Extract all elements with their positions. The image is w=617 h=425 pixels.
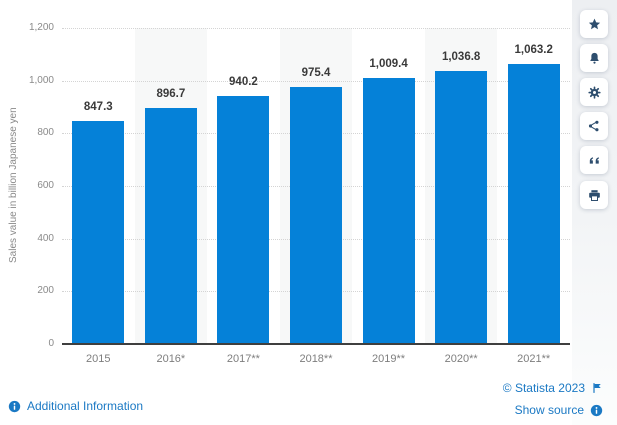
bar-value-label: 975.4 bbox=[301, 67, 331, 80]
show-source-label: Show source bbox=[514, 403, 584, 417]
x-axis-label: 2015 bbox=[86, 353, 111, 365]
x-axis-label: 2016* bbox=[156, 353, 186, 365]
bar-value-label: 1,036.8 bbox=[441, 50, 481, 63]
bar[interactable] bbox=[72, 120, 125, 344]
axis-baseline bbox=[62, 343, 570, 345]
x-axis-label: 2020** bbox=[444, 353, 478, 365]
gridline bbox=[62, 80, 570, 82]
y-tick-label: 1,000 bbox=[28, 74, 54, 86]
x-axis-label: 2019** bbox=[372, 353, 406, 365]
cite-button[interactable] bbox=[580, 146, 608, 174]
y-tick-label: 800 bbox=[37, 127, 54, 139]
x-axis-label: 2021** bbox=[517, 353, 551, 365]
bar-value-label: 1,009.4 bbox=[369, 58, 408, 71]
bar[interactable] bbox=[290, 87, 342, 344]
footer-right: © Statista 2023 Show source bbox=[503, 381, 603, 417]
y-tick-label: 600 bbox=[37, 180, 54, 191]
y-tick-label: 400 bbox=[37, 232, 54, 244]
show-source-link[interactable]: Show source bbox=[515, 403, 603, 417]
print-button[interactable] bbox=[580, 181, 608, 209]
settings-button[interactable] bbox=[580, 78, 608, 106]
favorite-button[interactable] bbox=[580, 10, 608, 38]
additional-information-label: Additional Information bbox=[27, 399, 144, 413]
share-button[interactable] bbox=[580, 112, 608, 140]
printer-icon bbox=[587, 188, 602, 203]
x-axis-label: 2017** bbox=[226, 353, 260, 365]
y-tick-label: 0 bbox=[48, 338, 54, 349]
flag-icon[interactable] bbox=[591, 382, 603, 394]
chart-canvas: Sales value in billion Japanese yen 0 200… bbox=[8, 22, 570, 365]
bar[interactable] bbox=[217, 96, 270, 344]
bar-value-label: 940.2 bbox=[229, 76, 258, 89]
x-axis-label: 2018** bbox=[299, 353, 333, 365]
gear-icon bbox=[587, 85, 602, 100]
notification-button[interactable] bbox=[580, 44, 608, 72]
bar[interactable] bbox=[507, 64, 560, 344]
y-tick-label: 200 bbox=[37, 285, 54, 297]
gridline bbox=[62, 28, 570, 29]
info-icon bbox=[8, 400, 21, 413]
copyright-label: © Statista 2023 bbox=[502, 381, 585, 395]
bell-icon bbox=[587, 51, 602, 66]
share-icon bbox=[587, 119, 601, 133]
info-icon bbox=[590, 404, 603, 417]
y-tick-label: 1,200 bbox=[28, 22, 54, 33]
star-icon bbox=[587, 17, 602, 32]
copyright-link[interactable]: © Statista 2023 bbox=[503, 381, 603, 395]
bar-value-label: 847.3 bbox=[83, 100, 113, 113]
quote-icon bbox=[587, 153, 602, 168]
bar-value-label: 1,063.2 bbox=[514, 44, 553, 57]
bar-value-label: 896.7 bbox=[156, 87, 186, 100]
bar[interactable] bbox=[435, 70, 488, 344]
action-sidebar bbox=[572, 0, 617, 425]
bar[interactable] bbox=[144, 107, 197, 344]
bar[interactable] bbox=[362, 78, 415, 344]
additional-information-link[interactable]: Additional Information bbox=[8, 399, 143, 413]
